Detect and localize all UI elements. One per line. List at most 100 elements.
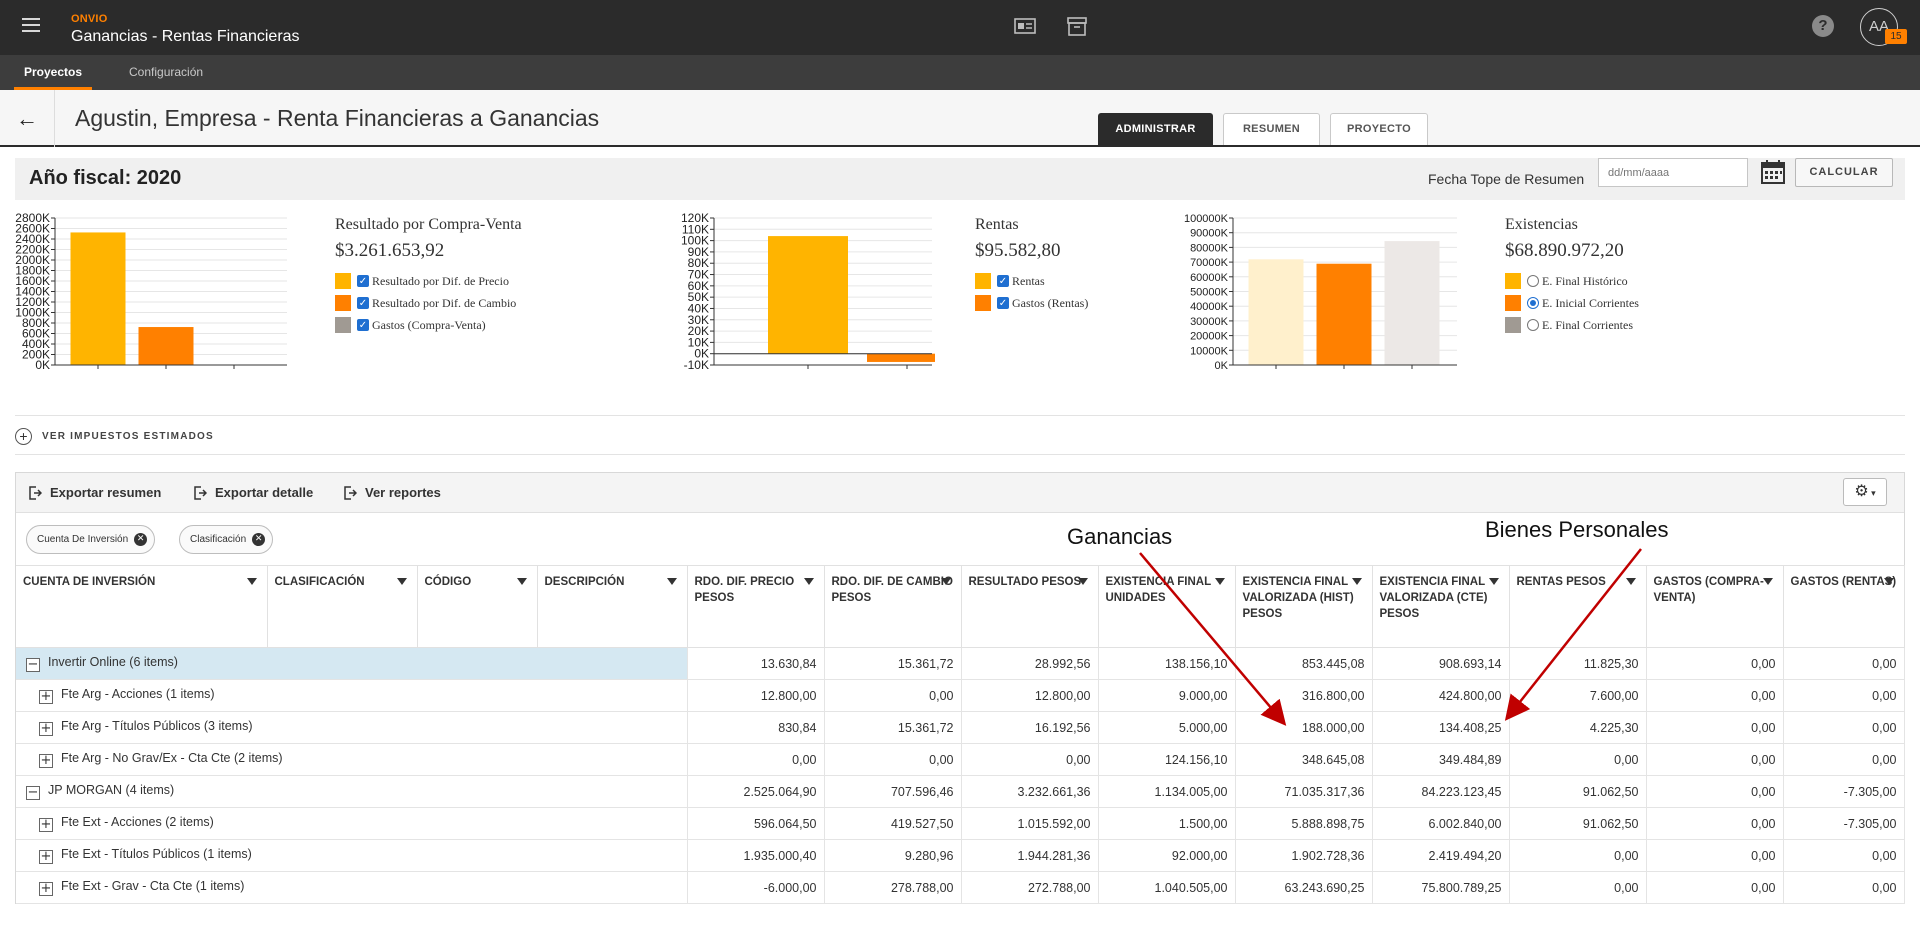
column-header[interactable]: CLASIFICACIÓN bbox=[267, 565, 418, 648]
close-icon[interactable]: ✕ bbox=[134, 533, 148, 546]
column-menu-icon[interactable] bbox=[1077, 578, 1088, 585]
row-label: Fte Ext - Títulos Públicos (1 items) bbox=[61, 847, 252, 861]
tab-proyectos[interactable]: Proyectos bbox=[14, 55, 93, 90]
legend-item[interactable]: ✓ Gastos (Compra-Venta) bbox=[335, 314, 522, 336]
rentas-legend: Rentas $95.582,80 ✓ Rentas ✓ Gastos (Renta… bbox=[975, 216, 1088, 314]
legend-item[interactable]: E. Final Corrientes bbox=[1505, 314, 1639, 336]
expand-plus-icon[interactable]: + bbox=[15, 428, 32, 445]
column-header[interactable]: GASTOS (COMPRA-VENTA) bbox=[1646, 565, 1784, 648]
tab-administrar[interactable]: ADMINISTRAR bbox=[1098, 113, 1213, 145]
expand-icon[interactable]: + bbox=[39, 689, 53, 704]
column-header[interactable]: RESULTADO PESOS bbox=[961, 565, 1099, 648]
legend-item[interactable]: ✓ Gastos (Rentas) bbox=[975, 292, 1088, 314]
column-header[interactable]: CÓDIGO bbox=[417, 565, 538, 648]
expand-icon[interactable]: + bbox=[39, 753, 53, 768]
column-header-label: CÓDIGO bbox=[424, 576, 472, 588]
column-header[interactable]: DESCRIPCIÓN bbox=[537, 565, 688, 648]
legend-item[interactable]: E. Inicial Corrientes bbox=[1505, 292, 1639, 314]
table-cell: 3.232.661,36 bbox=[961, 775, 1099, 808]
column-menu-icon[interactable] bbox=[1214, 578, 1225, 585]
back-arrow-icon[interactable]: ← bbox=[16, 106, 38, 131]
y-tick-label: 2000K bbox=[15, 253, 50, 267]
table-row[interactable]: + Fte Arg - Títulos Públicos (3 items) 830… bbox=[16, 711, 1905, 744]
column-header[interactable]: RDO. DIF. DE CAMBIO PESOS bbox=[824, 565, 962, 648]
legend-item[interactable]: ✓ Resultado por Dif. de Cambio bbox=[335, 292, 522, 314]
calendar-icon[interactable] bbox=[1760, 159, 1786, 185]
column-menu-icon[interactable] bbox=[803, 578, 814, 585]
archive-icon[interactable] bbox=[1066, 16, 1088, 36]
subgroup-cell: + Fte Ext - Acciones (2 items) bbox=[16, 807, 688, 840]
collapse-icon[interactable]: − bbox=[26, 785, 40, 800]
y-tick-label: 50000K bbox=[1190, 287, 1229, 299]
checkbox-checked[interactable]: ✓ bbox=[997, 275, 1009, 287]
checkbox-checked[interactable]: ✓ bbox=[357, 275, 369, 287]
table-row[interactable]: − Invertir Online (6 items) 13.630,84 15.36… bbox=[16, 647, 1905, 680]
expand-icon[interactable]: + bbox=[39, 817, 53, 832]
close-icon[interactable]: ✕ bbox=[252, 533, 266, 546]
bar bbox=[768, 236, 848, 354]
column-menu-icon[interactable] bbox=[1625, 578, 1636, 585]
table-cell: 316.800,00 bbox=[1235, 679, 1373, 712]
radio-button-selected[interactable] bbox=[1527, 297, 1539, 309]
column-menu-icon[interactable] bbox=[666, 578, 677, 585]
help-icon[interactable]: ? bbox=[1812, 15, 1834, 37]
reports-button[interactable]: Ver reportes bbox=[343, 485, 441, 500]
column-header[interactable]: RDO. DIF. PRECIO PESOS bbox=[687, 565, 825, 648]
legend-item-label: Rentas bbox=[1012, 273, 1045, 288]
column-header[interactable]: EXISTENCIA FINAL UNIDADES bbox=[1098, 565, 1236, 648]
column-menu-icon[interactable] bbox=[940, 578, 951, 585]
calcular-button[interactable]: CALCULAR bbox=[1795, 158, 1893, 187]
tab-proyecto[interactable]: PROYECTO bbox=[1330, 113, 1428, 145]
fecha-tope-input[interactable] bbox=[1598, 158, 1748, 187]
column-header[interactable]: CUENTA DE INVERSIÓN bbox=[16, 565, 268, 648]
divider bbox=[54, 90, 55, 147]
menu-icon[interactable] bbox=[22, 18, 40, 34]
table-row[interactable]: + Fte Ext - Grav - Cta Cte (1 items) -6.00… bbox=[16, 871, 1905, 904]
table-row[interactable]: − JP MORGAN (4 items) 2.525.064,90 707.596,… bbox=[16, 775, 1905, 808]
table-row[interactable]: + Fte Ext - Acciones (2 items) 596.064,50 4… bbox=[16, 807, 1905, 840]
ver-impuestos-link[interactable]: VER IMPUESTOS ESTIMADOS bbox=[42, 431, 214, 442]
column-menu-icon[interactable] bbox=[1762, 578, 1773, 585]
checkbox-checked[interactable]: ✓ bbox=[357, 297, 369, 309]
export-detail-button[interactable]: Exportar detalle bbox=[193, 485, 313, 500]
legend-item[interactable]: E. Final Histórico bbox=[1505, 270, 1639, 292]
column-menu-icon[interactable] bbox=[396, 578, 407, 585]
column-menu-icon[interactable] bbox=[1883, 578, 1894, 585]
contact-card-icon[interactable] bbox=[1014, 16, 1036, 36]
grid-toolbar: Exportar resumen Exportar detalle Ver re… bbox=[16, 473, 1904, 513]
column-header[interactable]: EXISTENCIA FINAL VALORIZADA (CTE) PESOS bbox=[1372, 565, 1510, 648]
column-header[interactable]: RENTAS PESOS bbox=[1509, 565, 1647, 648]
checkbox-checked[interactable]: ✓ bbox=[997, 297, 1009, 309]
table-row[interactable]: + Fte Arg - Acciones (1 items) 12.800,00 0,… bbox=[16, 679, 1905, 712]
tab-resumen[interactable]: RESUMEN bbox=[1223, 113, 1320, 145]
export-summary-label: Exportar resumen bbox=[50, 485, 162, 500]
tab-configuracion[interactable]: Configuración bbox=[129, 65, 204, 79]
legend-item[interactable]: ✓ Rentas bbox=[975, 270, 1088, 292]
table-cell: 0,00 bbox=[1783, 711, 1905, 744]
settings-gear-button[interactable]: ⚙ ▾ bbox=[1843, 478, 1887, 506]
legend-item[interactable]: ✓ Resultado por Dif. de Precio bbox=[335, 270, 522, 292]
collapse-icon[interactable]: − bbox=[26, 657, 40, 672]
export-summary-button[interactable]: Exportar resumen bbox=[28, 485, 161, 500]
column-menu-icon[interactable] bbox=[1351, 578, 1362, 585]
table-row[interactable]: + Fte Ext - Títulos Públicos (1 items) 1.9… bbox=[16, 839, 1905, 872]
column-menu-icon[interactable] bbox=[1488, 578, 1499, 585]
table-row[interactable]: + Fte Arg - No Grav/Ex - Cta Cte (2 items… bbox=[16, 743, 1905, 776]
y-tick-label: 0K bbox=[694, 347, 709, 361]
expand-icon[interactable]: + bbox=[39, 881, 53, 896]
expand-icon[interactable]: + bbox=[39, 721, 53, 736]
column-header[interactable]: EXISTENCIA FINAL VALORIZADA (HIST) PESOS bbox=[1235, 565, 1373, 648]
column-menu-icon[interactable] bbox=[516, 578, 527, 585]
radio-button[interactable] bbox=[1527, 319, 1539, 331]
legend-item-label: Resultado por Dif. de Precio bbox=[372, 273, 509, 288]
filter-chip[interactable]: Clasificación ✕ bbox=[179, 525, 274, 554]
avatar[interactable]: AA bbox=[1860, 8, 1898, 46]
checkbox-checked[interactable]: ✓ bbox=[357, 319, 369, 331]
column-header[interactable]: GASTOS (RENTAS) bbox=[1783, 565, 1905, 648]
column-menu-icon[interactable] bbox=[246, 578, 257, 585]
y-tick-label: 40000K bbox=[1190, 301, 1229, 313]
radio-button[interactable] bbox=[1527, 275, 1539, 287]
y-tick-label: 60000K bbox=[1190, 272, 1229, 284]
expand-icon[interactable]: + bbox=[39, 849, 53, 864]
filter-chip[interactable]: Cuenta De Inversión ✕ bbox=[26, 525, 156, 554]
